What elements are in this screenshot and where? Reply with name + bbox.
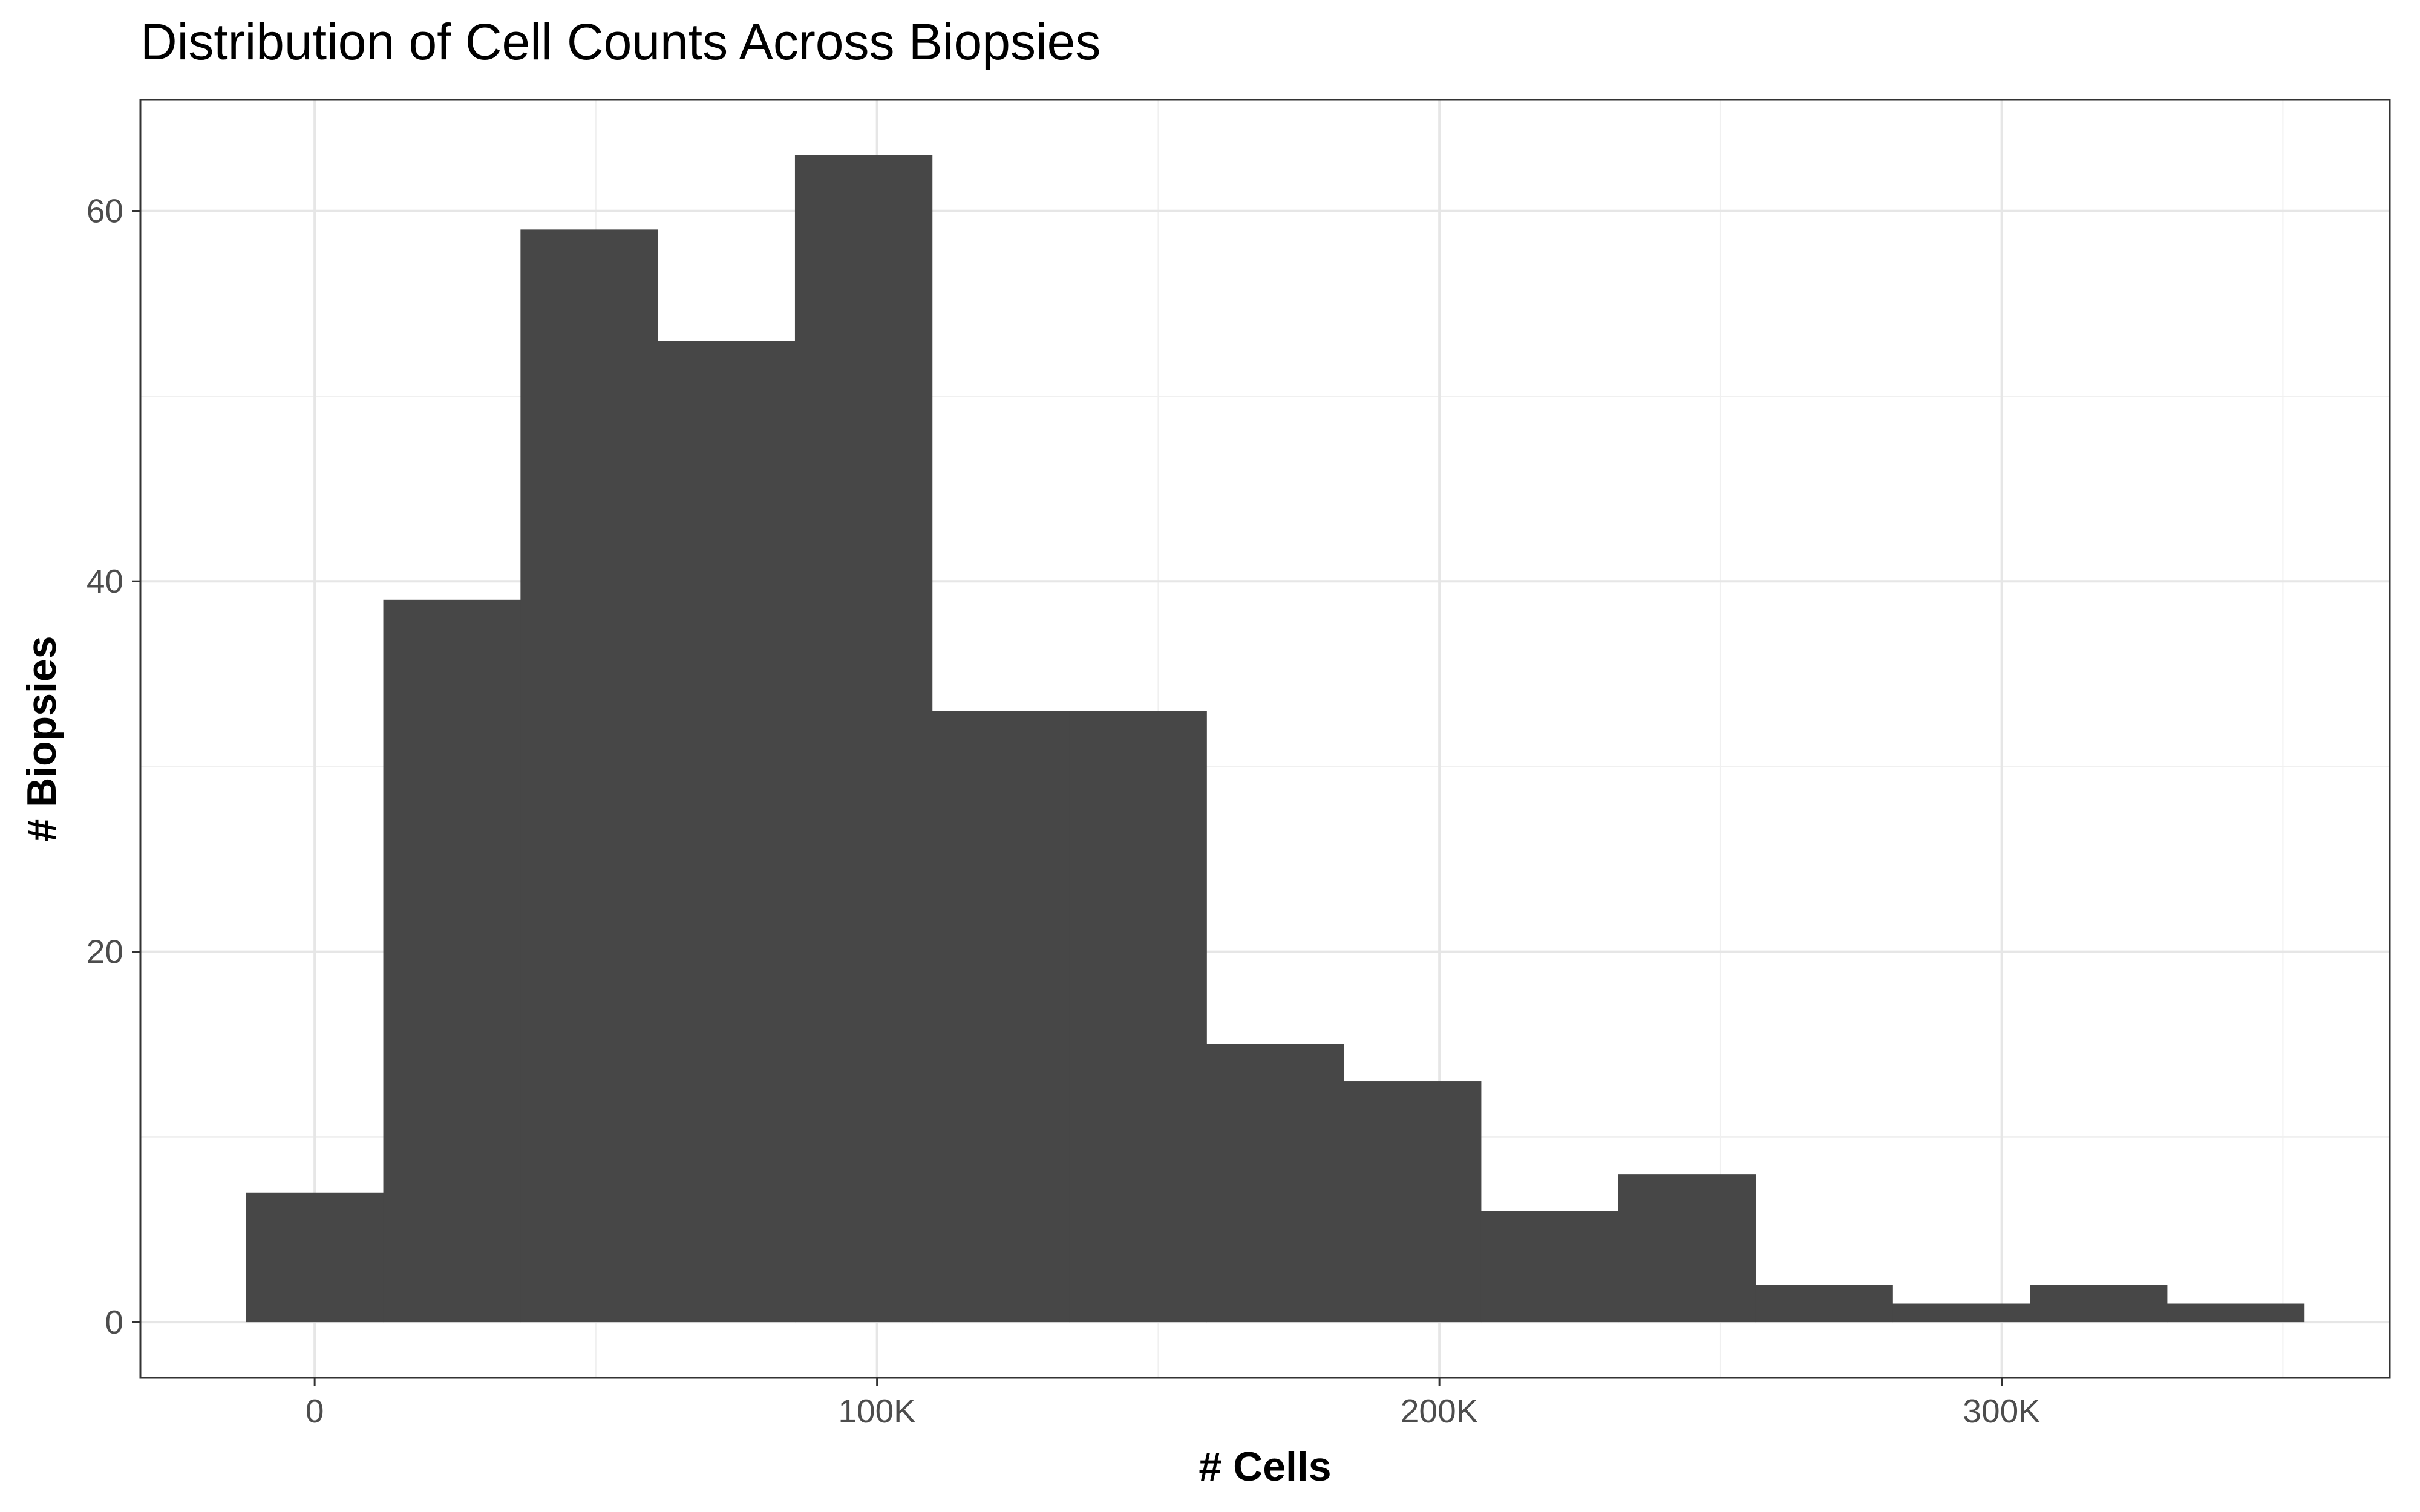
x-tick-label: 100K [838,1392,916,1430]
panel-border [139,99,2391,1379]
bar-layer [246,155,2305,1323]
histogram-bar [1069,711,1207,1323]
chart-title: Distribution of Cell Counts Across Biops… [140,13,1100,70]
y-tick-label: 20 [87,933,123,971]
x-tick-label: 200K [1401,1392,1479,1430]
histogram-bar [1755,1285,1893,1323]
histogram-bar [383,599,521,1323]
histogram-bar [1206,1044,1344,1323]
y-axis-title: # Biopsies [19,636,65,841]
histogram-bar [1618,1174,1756,1323]
histogram-bar [1344,1081,1482,1323]
x-axis-title: # Cells [1199,1444,1331,1490]
y-tick-label: 0 [105,1303,123,1341]
histogram-bar [1892,1303,2030,1323]
y-tick-label: 60 [87,192,123,230]
y-tick-label: 40 [87,562,123,600]
histogram-bar [1480,1211,1619,1323]
x-tick-label: 0 [306,1392,324,1430]
histogram-bar [246,1192,384,1323]
histogram-bar [658,341,796,1323]
histogram-bar [2167,1303,2305,1323]
histogram-bar [932,711,1070,1323]
histogram-bar [2030,1285,2168,1323]
axis-layer: 0 100K 200K 300K 0 20 40 60 [87,192,2041,1430]
histogram-bar [520,229,658,1323]
histogram-bar [794,155,933,1323]
x-tick-label: 300K [1963,1392,2041,1430]
